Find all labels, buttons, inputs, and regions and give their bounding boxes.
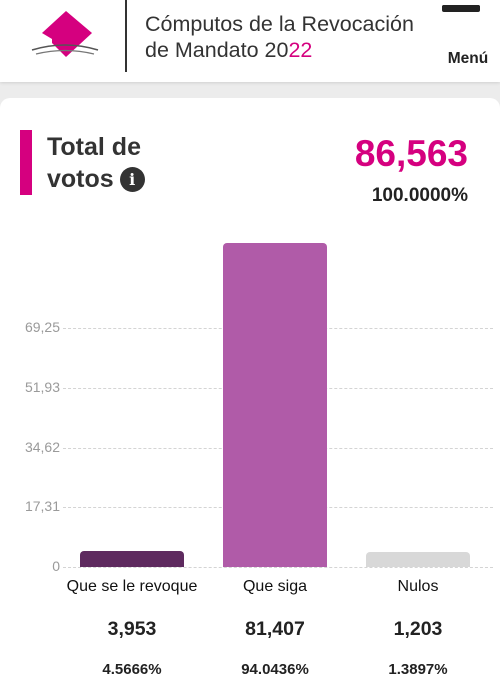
total-votes-label: Total de votos i: [47, 133, 145, 193]
y-tick-label: 34,62: [24, 438, 60, 455]
category-label: Que siga: [242, 578, 308, 595]
bar-que-siga[interactable]: [223, 243, 327, 567]
bar-que-se-le-revoque[interactable]: [80, 551, 184, 567]
section-accent-bar: [20, 130, 32, 195]
y-tick-label: 69,25: [24, 319, 60, 336]
y-tick-label: 51,93: [24, 379, 60, 396]
category-percent: 4.5666%: [102, 661, 162, 678]
y-tick-label: 0: [52, 558, 60, 574]
total-votes-value: 86,563: [354, 133, 468, 174]
bar-nulos[interactable]: [366, 552, 470, 567]
total-votes-heading: Total de votos i: [47, 131, 145, 195]
ine-ballot-logo-icon[interactable]: [30, 8, 100, 60]
app-header: Cómputos de la Revocación de Mandato 202…: [0, 0, 500, 82]
category-label: Nulos: [397, 578, 439, 595]
category-percent: 1.3897%: [388, 661, 448, 678]
info-icon[interactable]: i: [119, 167, 145, 192]
results-card: Total de votos i 86,563 100.0000%: [0, 98, 500, 681]
menu-button[interactable]: Menú: [442, 5, 494, 70]
votes-bar-chart: 0 17,31 34,62 51,93 69,25 Que se le revoque 3,…: [0, 228, 500, 678]
category-votes: 81,407: [245, 618, 305, 640]
page-title: Cómputos de la Revocación de Mandato 202…: [145, 12, 414, 62]
category-percent: 94.0436%: [241, 661, 309, 678]
category-votes: 3,953: [107, 618, 157, 640]
header-divider: [125, 0, 127, 72]
category-votes: 1,203: [393, 618, 443, 640]
y-tick-label: 17,31: [24, 498, 60, 515]
grid-line: [63, 567, 493, 568]
total-votes-percent: 100.0000%: [371, 185, 468, 206]
menu-label: Menú: [447, 50, 489, 67]
category-label: Que se le revoque: [66, 578, 198, 595]
